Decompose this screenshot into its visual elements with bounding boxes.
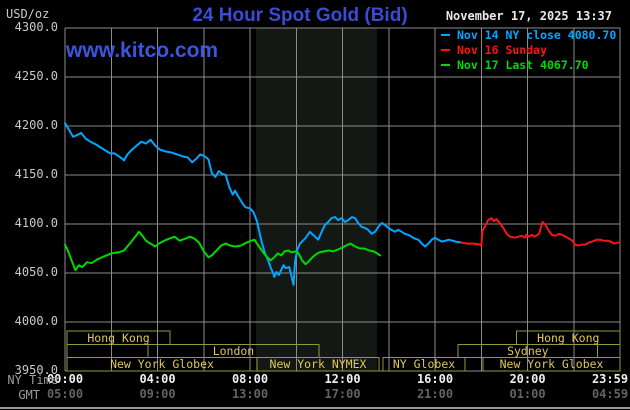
kitco-watermark: www.kitco.com <box>66 39 219 62</box>
session-label-hong-kong: Hong Kong <box>87 331 150 345</box>
legend-dash-icon <box>441 33 450 36</box>
x-tick-label-gmt: 05:00 <box>46 387 84 401</box>
y-tick-label: 4250.0 <box>14 69 58 83</box>
session-label-hong-kong: Hong Kong <box>537 331 600 345</box>
y-tick-label: 4050.0 <box>14 265 58 279</box>
x-tick-label-gmt: 13:00 <box>231 387 269 401</box>
x-tick-label-gmt: 17:00 <box>324 387 361 401</box>
session-label-new-york-globex: New York Globex <box>499 358 604 372</box>
session-label-ny-globex: NY Globex <box>392 358 456 372</box>
x-tick-label-gmt: 01:00 <box>509 387 546 401</box>
nymex-session-highlight-band <box>256 28 377 371</box>
session-box-new-york-globex <box>482 357 621 372</box>
legend-entry-nov-14: Nov 14 NY close 4080.70 <box>441 27 616 42</box>
series-line-nov-16 <box>460 217 621 247</box>
legend-dash-icon <box>441 64 450 67</box>
series-line-nov-14 <box>64 122 463 286</box>
session-label-new-york-globex: New York Globex <box>110 358 214 372</box>
y-tick-label: 3950.0 <box>14 363 58 377</box>
y-tick-label: 4300.0 <box>14 20 58 34</box>
session-box-ny-globex <box>382 357 466 372</box>
session-box-unlabeled <box>66 343 149 359</box>
x-tick-label-ny-time: 08:00 <box>231 372 269 386</box>
series-line-nov-17 <box>64 230 381 272</box>
x-axis-row-label-gmt: GMT <box>18 388 40 402</box>
x-axis-row-label-ny-time: NY Time <box>7 373 58 387</box>
x-tick-label-gmt: 09:00 <box>139 387 176 401</box>
y-axis-unit-label: USD/oz <box>6 7 50 21</box>
y-tick-label: 4100.0 <box>14 216 58 230</box>
legend-entry-nov-17: Nov 17 Last 4067.70 <box>441 58 616 73</box>
x-tick-label-ny-time: 12:00 <box>324 372 361 386</box>
x-tick-label-ny-time: 00:00 <box>46 372 84 386</box>
session-box-new-york-nymex <box>256 357 380 372</box>
x-tick-label-ny-time: 23:59 <box>591 372 629 386</box>
session-label-sydney: Sydney <box>507 344 549 358</box>
y-tick-label: 4200.0 <box>14 118 58 132</box>
chart-title: 24 Hour Spot Gold (Bid) <box>192 5 408 26</box>
legend-entry-label: Nov 14 NY close 4080.70 <box>457 27 617 42</box>
legend-entry-nov-16: Nov 16 Sunday <box>441 42 616 57</box>
x-tick-label-ny-time: 16:00 <box>416 372 454 386</box>
x-tick-label-ny-time: 20:00 <box>509 372 546 386</box>
y-tick-label: 4150.0 <box>14 167 58 181</box>
session-label-new-york-nymex: New York NYMEX <box>269 358 367 372</box>
session-label-london: London <box>212 344 255 358</box>
legend-entry-label: Nov 17 Last 4067.70 <box>457 58 589 73</box>
legend-dash-icon <box>441 49 450 52</box>
x-tick-label-gmt: 04:59 <box>591 387 629 401</box>
x-tick-label-gmt: 21:00 <box>416 387 454 401</box>
legend-entry-label: Nov 16 Sunday <box>457 43 548 58</box>
chart-datetime: November 17, 2025 13:37 <box>445 9 612 23</box>
y-tick-label: 4000.0 <box>14 314 58 328</box>
x-tick-label-ny-time: 04:00 <box>139 372 176 386</box>
legend: Nov 14 NY close 4080.70 Nov 16 Sunday Nov … <box>441 27 616 73</box>
